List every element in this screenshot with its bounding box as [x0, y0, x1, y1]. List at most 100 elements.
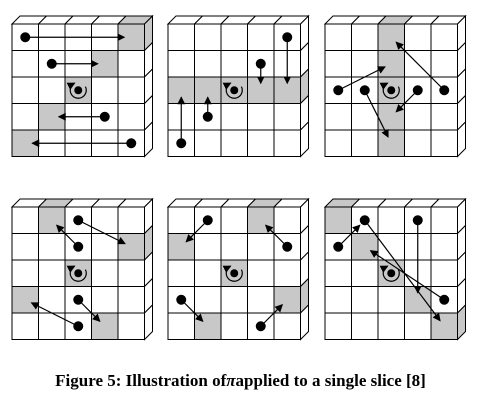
shaded-cell	[351, 233, 379, 261]
mapping-arrow	[337, 66, 386, 91]
grid-cell	[247, 233, 275, 261]
fixed-point-dot	[230, 269, 239, 278]
lane-dot	[333, 85, 344, 96]
lane-dot	[46, 58, 57, 69]
grid-cell	[220, 129, 248, 157]
lane-dot	[282, 32, 293, 43]
slice-panel-3	[323, 14, 467, 158]
mapping-arrow	[180, 299, 204, 323]
rotation-arrow-icon	[66, 82, 87, 99]
grid-cell	[273, 103, 301, 131]
grid-cell	[351, 259, 379, 287]
grid-cell	[117, 312, 145, 340]
grid-cell	[11, 206, 39, 234]
lane-dot	[359, 215, 370, 226]
grid-cell	[351, 312, 379, 340]
grid-cell	[324, 259, 352, 287]
lane-dot	[359, 85, 370, 96]
grid-cell	[117, 50, 145, 78]
grid-cell	[220, 312, 248, 340]
slice-panel-5	[166, 197, 310, 341]
lane-dot	[412, 215, 423, 226]
shaded-cell	[220, 259, 248, 287]
lane-dot	[73, 241, 84, 252]
grid-cell	[194, 50, 222, 78]
lane-dot	[73, 321, 84, 332]
mapping-arrow	[77, 299, 101, 323]
caption-suffix: applied to a single slice [8]	[235, 370, 426, 390]
grid-cell	[11, 259, 39, 287]
grid-cell	[167, 259, 195, 287]
lane-dot	[73, 294, 84, 305]
lane-dot	[282, 241, 293, 252]
lane-dot	[99, 111, 110, 122]
fixed-point-dot	[74, 86, 83, 95]
grid-cell	[404, 129, 432, 157]
figure-illustration	[10, 14, 467, 341]
grid-cell	[167, 206, 195, 234]
grid-cell	[11, 76, 39, 104]
grid-cell	[91, 286, 119, 314]
rotation-arrow-icon	[222, 265, 243, 282]
grid-cell	[273, 259, 301, 287]
lane-dot	[202, 215, 213, 226]
grid-cell	[194, 129, 222, 157]
lane-dot	[176, 138, 187, 149]
mapping-arrow	[55, 224, 79, 248]
grid-cell	[351, 286, 379, 314]
fixed-point-dot	[230, 86, 239, 95]
shaded-cell	[377, 129, 405, 157]
lane-dot	[412, 85, 423, 96]
grid-cell	[324, 286, 352, 314]
grid-cell	[247, 286, 275, 314]
rotation-arrow-icon	[222, 82, 243, 99]
lane-dot	[255, 58, 266, 69]
lane-dot	[333, 241, 344, 252]
shaded-cell	[117, 233, 145, 261]
grid-cell	[11, 103, 39, 131]
grid-cell	[377, 312, 405, 340]
grid-cell	[167, 23, 195, 51]
lane-dot	[202, 111, 213, 122]
grid-cell	[430, 103, 458, 131]
grid-cell	[324, 50, 352, 78]
lane-dot	[255, 321, 266, 332]
mapping-arrow	[185, 219, 209, 243]
grid-cell	[324, 103, 352, 131]
grid-cell	[117, 286, 145, 314]
fixed-point-dot	[387, 269, 396, 278]
grid-cell	[11, 233, 39, 261]
grid-cell	[117, 103, 145, 131]
grid-cell	[38, 259, 66, 287]
grid-cell	[324, 312, 352, 340]
grid-cell	[273, 312, 301, 340]
grid-cell	[430, 259, 458, 287]
lane-dot	[439, 294, 450, 305]
slice-panel-6	[323, 197, 467, 341]
caption-pi-symbol: π	[226, 370, 236, 390]
grid-cell	[430, 129, 458, 157]
grid-cell	[404, 23, 432, 51]
grid-cell	[377, 286, 405, 314]
grid-cell	[404, 103, 432, 131]
shaded-cell	[273, 76, 301, 104]
grid-cell	[38, 233, 66, 261]
grid-cell	[247, 129, 275, 157]
grid-cell	[351, 129, 379, 157]
mapping-arrow	[77, 219, 126, 245]
grid-cell	[404, 312, 432, 340]
mapping-arrow	[260, 303, 284, 327]
mapping-arrow	[30, 302, 79, 327]
grid-cell	[11, 50, 39, 78]
lane-dot	[73, 215, 84, 226]
grid-cell	[91, 76, 119, 104]
grid-cell	[247, 23, 275, 51]
grid-cell	[377, 206, 405, 234]
grid-cell	[194, 23, 222, 51]
lane-dot	[126, 138, 137, 149]
grid-cell	[430, 23, 458, 51]
mapping-arrow	[264, 224, 288, 248]
slice-panel-1	[10, 14, 154, 158]
grid-cell	[430, 206, 458, 234]
shaded-cell	[377, 50, 405, 78]
